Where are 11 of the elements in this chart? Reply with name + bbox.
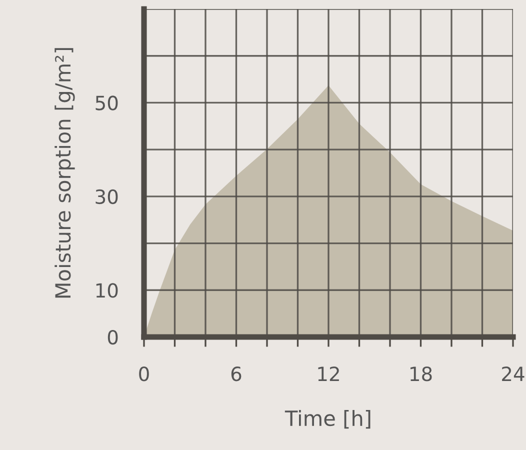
y-tick-label: 30 — [96, 189, 118, 204]
x-tick-label: 12 — [318, 366, 339, 381]
y-tick-label: 10 — [96, 283, 118, 298]
x-axis-title: Time [h] — [284, 410, 370, 429]
y-tick-label: 0 — [108, 330, 118, 345]
x-tick-label: 6 — [231, 366, 242, 382]
x-tick-label: 18 — [410, 366, 432, 382]
x-tick-label: 0 — [139, 366, 149, 382]
y-axis-title: Moisture sorption [g/m²] — [54, 48, 75, 298]
y-tick-label: 50 — [96, 96, 118, 110]
x-tick-label: 24 — [502, 366, 524, 381]
